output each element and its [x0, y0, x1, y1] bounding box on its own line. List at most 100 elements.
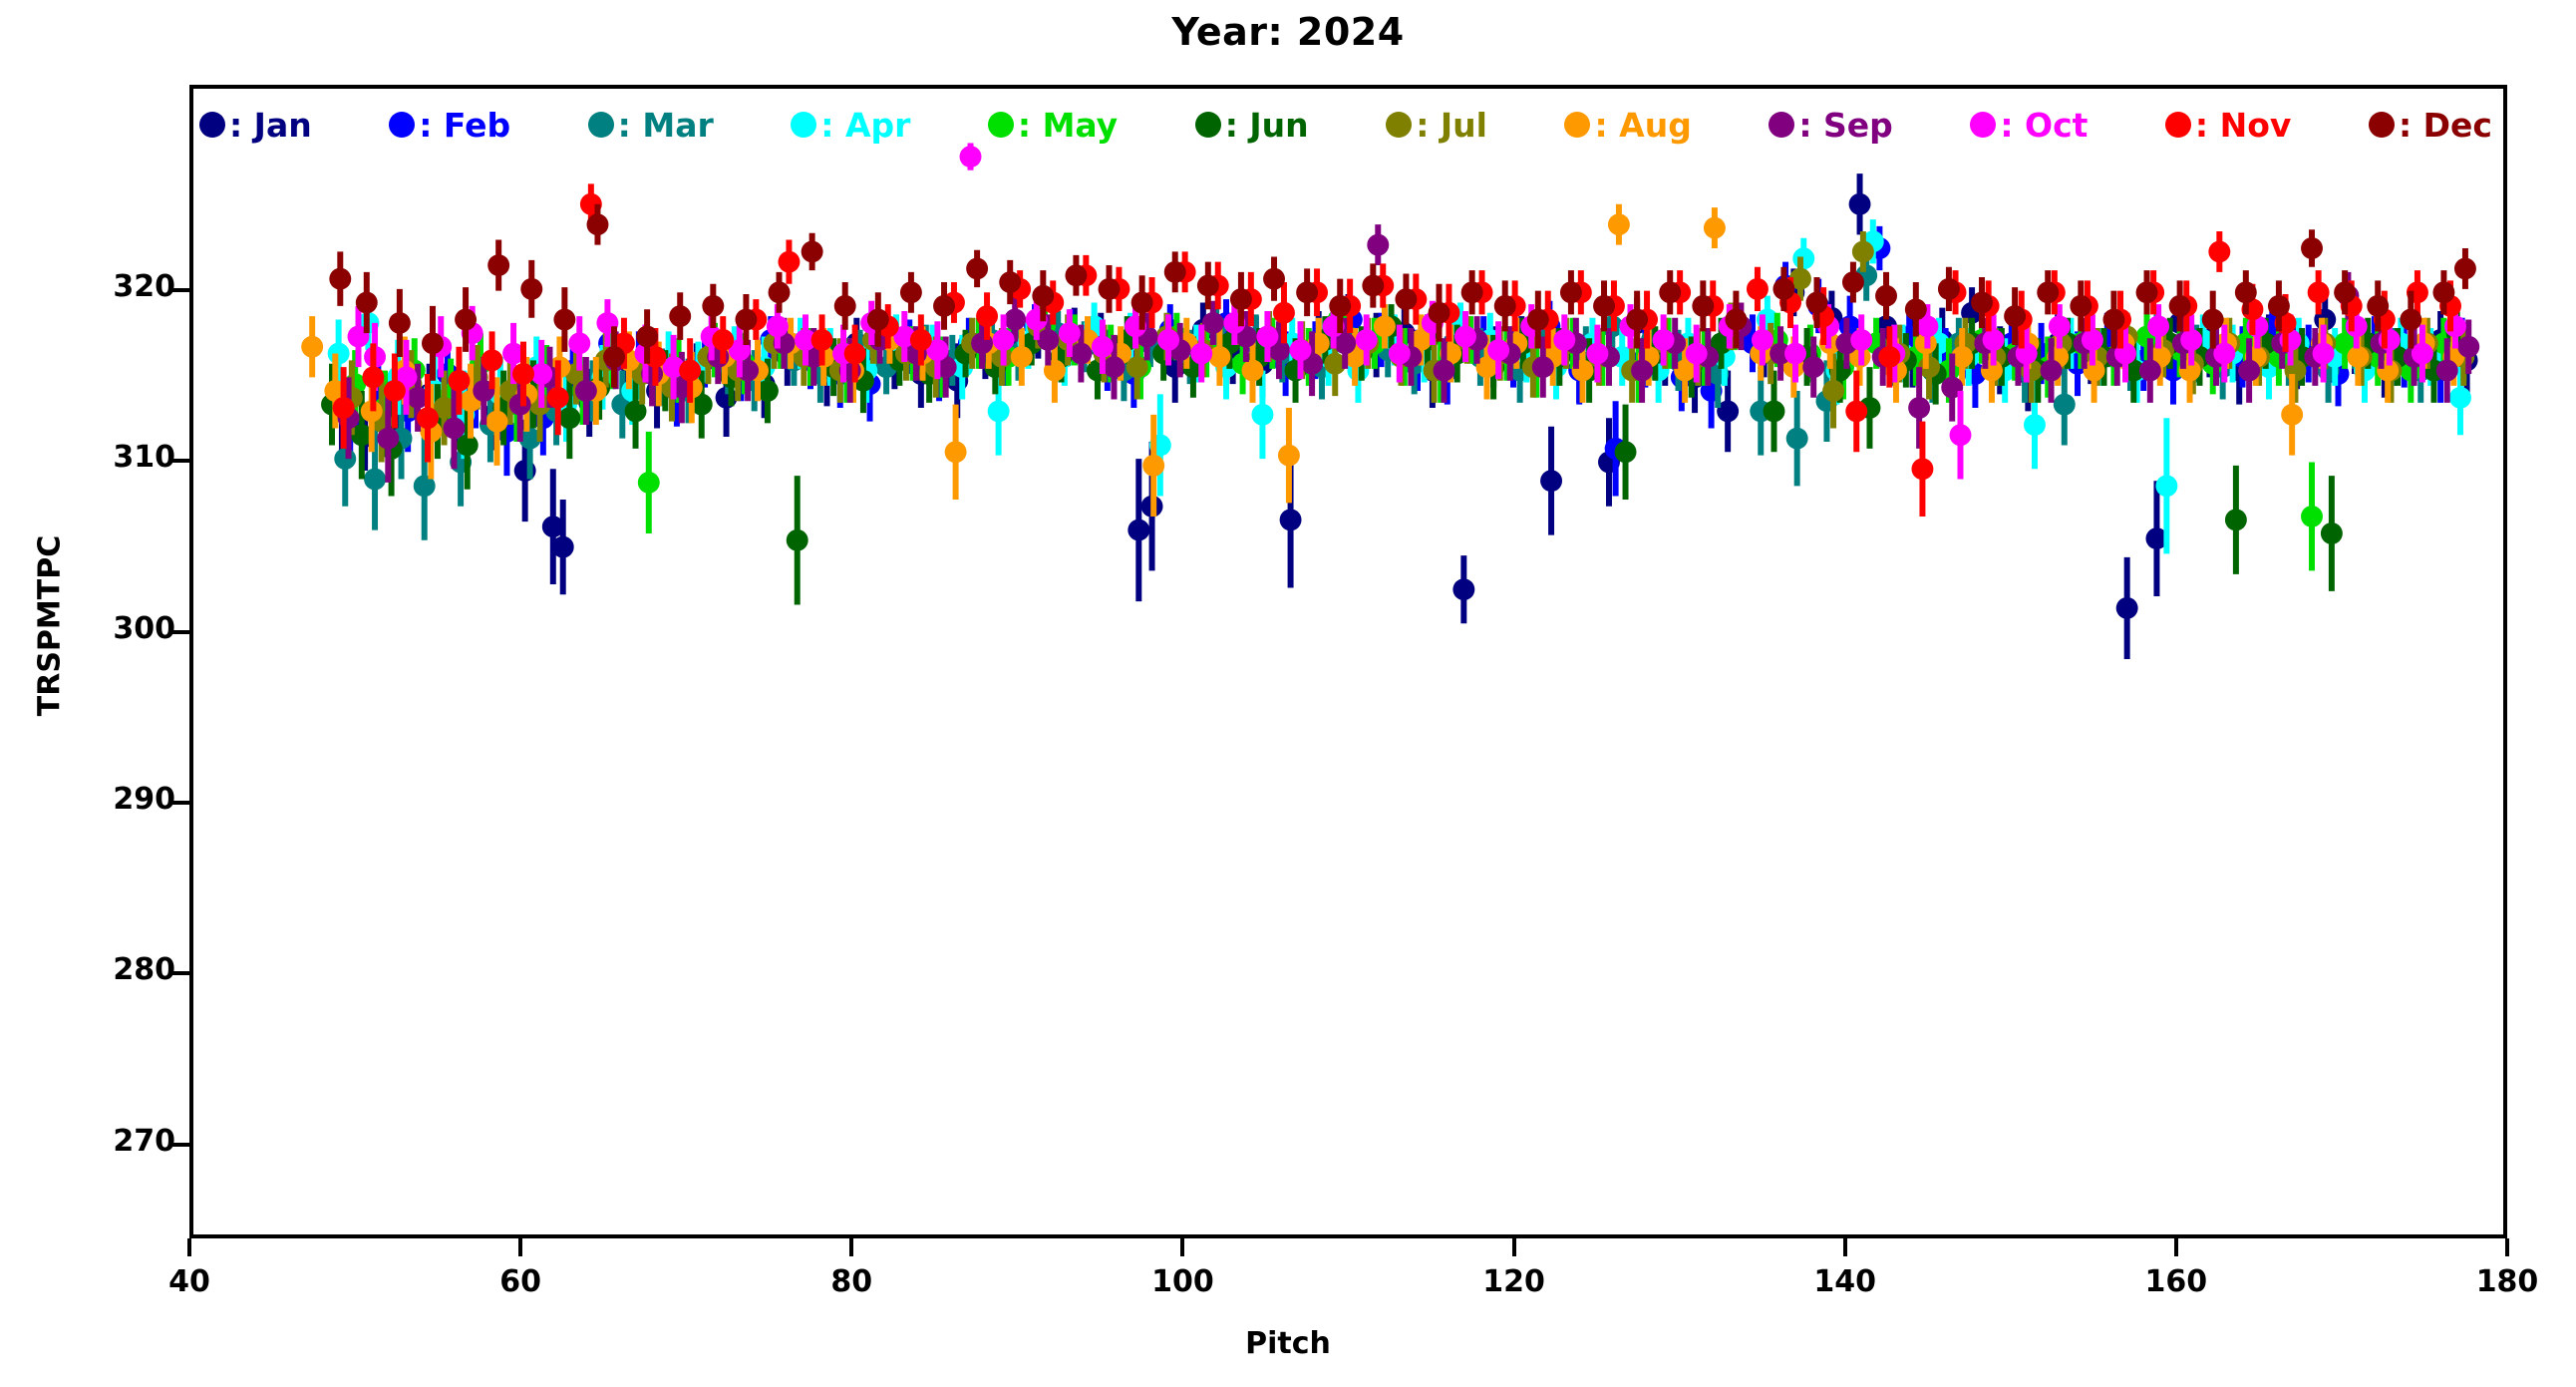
data-point [512, 363, 534, 385]
data-point [485, 410, 508, 433]
data-point [2083, 359, 2105, 382]
data-point [1493, 294, 1516, 317]
data-point [383, 380, 406, 402]
x-tick-label: 180 [2475, 1264, 2539, 1299]
data-point [2267, 294, 2290, 317]
data-point [603, 346, 625, 368]
data-point [1785, 427, 1808, 450]
data-point [407, 386, 430, 409]
data-point [702, 294, 725, 317]
data-point [2208, 240, 2231, 263]
data-point [1802, 356, 1825, 379]
data-point [1631, 359, 1654, 382]
data-point [413, 475, 436, 498]
y-tick-label: 310 [113, 440, 175, 476]
data-point [1659, 281, 1682, 304]
data-point [1982, 329, 2005, 351]
data-point [508, 393, 531, 416]
data-point [1614, 441, 1637, 464]
data-point [1272, 301, 1295, 324]
y-tick-mark [171, 971, 189, 976]
data-point [2053, 393, 2076, 416]
y-tick-label: 270 [113, 1123, 175, 1159]
data-point [1822, 380, 1845, 402]
data-point [1792, 247, 1815, 270]
plot-canvas [193, 89, 2503, 1234]
data-point [1878, 346, 1901, 368]
data-point [377, 427, 400, 450]
data-point [2449, 386, 2471, 409]
data-point [2213, 342, 2236, 365]
data-point [1703, 216, 1726, 239]
data-point [2147, 315, 2170, 338]
data-point [1289, 339, 1312, 362]
x-tick-mark [2505, 1238, 2509, 1256]
y-tick-label: 290 [113, 781, 175, 817]
data-point [2004, 305, 2027, 328]
data-point [1626, 308, 1649, 331]
data-point [1805, 291, 1828, 314]
data-point [455, 308, 478, 331]
data-point [360, 400, 383, 423]
x-tick-mark [1842, 1238, 1847, 1256]
data-point [662, 356, 685, 379]
data-point [1937, 277, 1960, 300]
data-point [866, 308, 889, 331]
chart-title: Year: 2024 [1171, 10, 1405, 54]
data-point [1201, 311, 1224, 334]
y-tick-label: 300 [113, 610, 175, 646]
data-point [1241, 359, 1264, 382]
data-point [768, 281, 791, 304]
data-point [778, 250, 801, 273]
data-point [2453, 257, 2476, 280]
x-tick-label: 100 [1151, 1264, 1214, 1299]
data-point [1454, 325, 1476, 348]
y-tick-mark [171, 1142, 189, 1147]
data-point [2135, 281, 2158, 304]
data-point [1841, 271, 1864, 293]
data-point [1329, 294, 1352, 317]
data-point [1784, 342, 1806, 365]
x-tick-label: 140 [1813, 1264, 1877, 1299]
data-point [2281, 403, 2304, 426]
y-tick-label: 280 [113, 952, 175, 988]
data-point [2432, 281, 2455, 304]
data-point [1526, 308, 1549, 331]
data-point [1163, 260, 1186, 283]
data-point [843, 342, 866, 365]
data-point [944, 441, 967, 464]
data-point [1848, 192, 1871, 215]
x-tick-mark [2173, 1238, 2178, 1256]
data-point [518, 427, 541, 450]
data-point [2320, 522, 2343, 544]
x-tick-mark [187, 1238, 191, 1256]
data-point [422, 332, 444, 355]
data-point [976, 305, 999, 328]
data-point [2037, 281, 2060, 304]
data-point [2334, 332, 2357, 355]
data-point [443, 417, 466, 440]
data-point [1531, 356, 1554, 379]
data-point [1058, 322, 1081, 345]
data-point [810, 329, 833, 351]
data-point [1410, 329, 1433, 351]
plot-area [189, 85, 2507, 1238]
data-point [2115, 596, 2138, 619]
data-point [1229, 288, 1252, 310]
data-point [1951, 346, 1974, 368]
data-point [2301, 237, 2323, 259]
data-point [756, 380, 779, 402]
data-point [2312, 342, 2335, 365]
data-point [1911, 458, 1934, 481]
x-tick-label: 40 [168, 1264, 210, 1299]
data-point [1725, 308, 1748, 331]
data-point [2048, 315, 2071, 338]
data-point [959, 146, 982, 169]
data-point [1065, 264, 1088, 287]
data-point [2301, 506, 2323, 527]
data-point [329, 267, 352, 290]
data-point [1845, 400, 1868, 423]
data-point [2138, 359, 2161, 382]
data-point [327, 342, 350, 365]
data-point [992, 329, 1015, 351]
